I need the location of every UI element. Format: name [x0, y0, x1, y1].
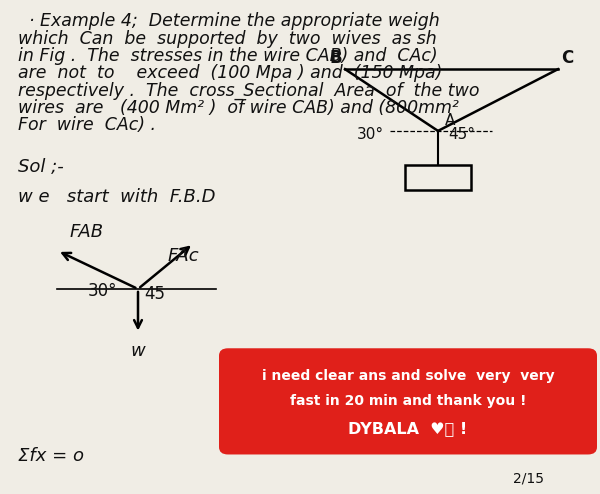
Text: 45°: 45°	[449, 127, 476, 142]
Text: wires  are   (400 Mm² )  of wire CAB) and (800mm²: wires are (400 Mm² ) of wire CAB) and (8…	[18, 99, 459, 117]
Text: w: w	[431, 167, 445, 185]
Text: DYBALA  ♥✨ !: DYBALA ♥✨ !	[349, 421, 467, 436]
Text: 45: 45	[145, 285, 166, 303]
Text: FAB: FAB	[70, 223, 104, 241]
Bar	[405, 165, 471, 190]
Text: w: w	[131, 342, 145, 360]
Text: Sol ;-: Sol ;-	[18, 158, 64, 176]
Text: in Fig .  The  stresses in the wire CAB) and  CAc): in Fig . The stresses in the wire CAB) a…	[18, 47, 437, 65]
Text: · Example 4;  Determine the appropriate weigh: · Example 4; Determine the appropriate w…	[18, 12, 440, 30]
Text: C: C	[561, 49, 573, 67]
Text: respectively .  The  cross_Sectional  Area  of  the two: respectively . The cross_Sectional Area …	[18, 82, 479, 100]
Text: 2/15: 2/15	[512, 471, 544, 485]
Text: Σfx = o: Σfx = o	[18, 447, 84, 465]
Text: which  Can  be  supported  by  two  wives  as sh: which Can be supported by two wives as s…	[18, 30, 437, 47]
Text: are  not  to    exceed  (100 Mpa ) and  (150 Mpa): are not to exceed (100 Mpa ) and (150 Mp…	[18, 64, 442, 82]
Text: w e   start  with  F.B.D: w e start with F.B.D	[18, 188, 215, 206]
Text: fast in 20 min and thank you !: fast in 20 min and thank you !	[290, 394, 526, 409]
Text: 30°: 30°	[87, 283, 117, 300]
Text: B: B	[329, 49, 342, 67]
Text: A: A	[445, 114, 455, 128]
Text: For  wire  CAc) .: For wire CAc) .	[18, 116, 156, 134]
Text: i need clear ans and solve  very  very: i need clear ans and solve very very	[262, 369, 554, 383]
FancyBboxPatch shape	[219, 348, 597, 454]
Text: 30°: 30°	[357, 127, 385, 142]
Text: FAc: FAc	[167, 247, 199, 265]
